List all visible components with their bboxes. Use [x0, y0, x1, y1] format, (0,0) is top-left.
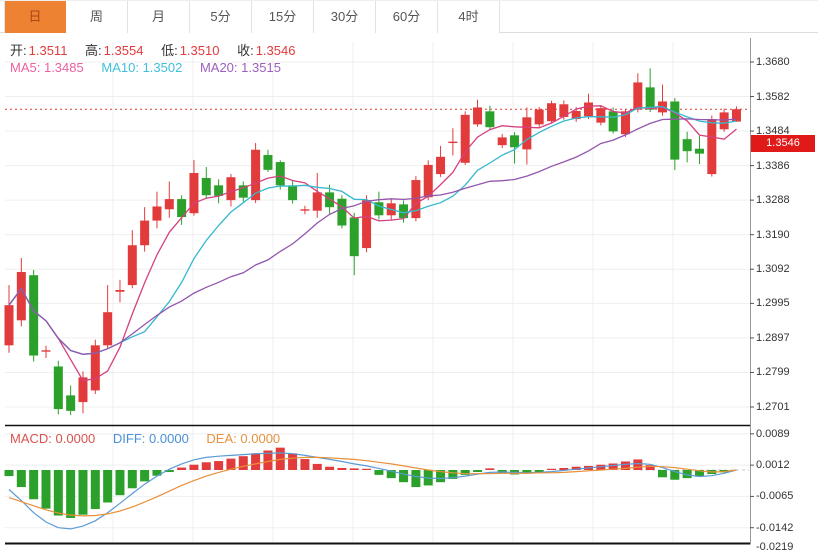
price-tick-label: 1.3680 [756, 56, 790, 68]
open-value: 开: 1.3511 [10, 43, 68, 58]
macd-value: MACD: 0.0000 [10, 431, 96, 446]
price-tick-label: 1.3288 [756, 194, 790, 207]
price-tick-label: 1.3386 [756, 159, 790, 172]
price-tick-label: 1.2701 [756, 401, 790, 413]
tab-月[interactable]: 月 [128, 1, 190, 33]
macd-tick-label: -0.0219 [756, 541, 794, 553]
price-tick-label: 1.2995 [756, 297, 790, 310]
high-value: 高: 1.3554 [85, 43, 144, 58]
tab-4时[interactable]: 4时 [438, 1, 500, 33]
price-tick-label: 1.3582 [756, 90, 790, 103]
price-tick-label: 1.2799 [756, 366, 790, 379]
ma10-value: MA10: 1.3502 [101, 60, 183, 75]
ma20-value: MA20: 1.3515 [199, 60, 281, 75]
price-tick-label: 1.3484 [756, 125, 790, 138]
price-tick-label: 1.2897 [756, 331, 790, 344]
tab-5分[interactable]: 5分 [190, 1, 252, 33]
macd-tick-label: 0.0089 [756, 427, 790, 440]
ma-info-row: MA5: 1.3485 MA10: 1.3502 MA20: 1.3515 [10, 60, 295, 75]
tab-周[interactable]: 周 [66, 1, 128, 33]
diff-value: DIFF: 0.0000 [112, 431, 189, 446]
chart-area: 开: 1.3511 高: 1.3554 低: 1.3510 收: 1.3546 MA5:… [0, 34, 818, 553]
tab-15分[interactable]: 15分 [252, 1, 314, 33]
price-axis: 1.3680 1.3582 1.3484 1.3386 1.3288 1.3190 1.30… [752, 34, 818, 553]
current-price-badge: 1.3546 [751, 134, 815, 152]
macd-tick-label: 0.0012 [756, 459, 790, 472]
ma5-value: MA5: 1.3485 [10, 60, 84, 75]
macd-tick-label: -0.0065 [756, 490, 794, 503]
close-value: 收: 1.3546 [237, 43, 296, 58]
macd-info-row: MACD: 0.0000 DIFF: 0.0000 DEA: 0.0000 [10, 431, 294, 446]
ohlc-info-row: 开: 1.3511 高: 1.3554 低: 1.3510 收: 1.3546 [10, 40, 309, 59]
macd-tick-label: -0.0142 [756, 521, 794, 534]
timeframe-tabbar: 日周月 5分 15分 30分 60分 4时 [0, 0, 818, 33]
price-tick-label: 1.3092 [756, 263, 790, 276]
tab-30分[interactable]: 30分 [314, 1, 376, 33]
candlestick-chart[interactable] [0, 34, 818, 546]
price-tick-label: 1.3190 [756, 228, 790, 241]
dea-value: DEA: 0.0000 [206, 431, 281, 446]
tab-日[interactable]: 日 [4, 1, 66, 33]
tab-60分[interactable]: 60分 [376, 1, 438, 33]
low-value: 低: 1.3510 [161, 43, 220, 58]
